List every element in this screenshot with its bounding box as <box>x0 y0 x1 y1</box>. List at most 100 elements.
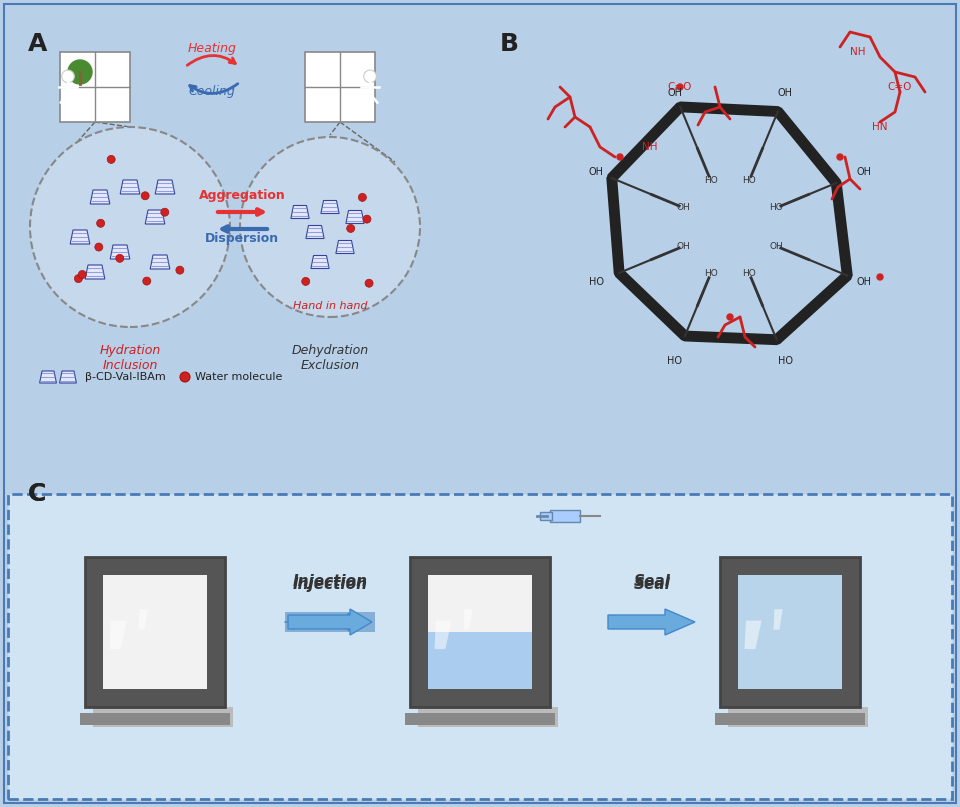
Polygon shape <box>156 180 175 194</box>
FancyBboxPatch shape <box>103 575 207 689</box>
Text: Seal: Seal <box>634 574 670 589</box>
Circle shape <box>97 220 105 228</box>
Polygon shape <box>346 211 364 224</box>
Circle shape <box>301 278 310 286</box>
Text: OH: OH <box>667 88 682 98</box>
FancyBboxPatch shape <box>85 557 225 707</box>
Text: Aggregation: Aggregation <box>199 189 285 202</box>
Text: OH: OH <box>677 203 690 212</box>
Text: Water molecule: Water molecule <box>195 372 282 382</box>
Text: Dehydration
Exclusion: Dehydration Exclusion <box>292 344 369 372</box>
Text: NH: NH <box>642 142 658 152</box>
Text: OH: OH <box>588 166 604 177</box>
FancyArrowPatch shape <box>291 615 366 629</box>
FancyBboxPatch shape <box>715 713 865 725</box>
Text: NH: NH <box>851 47 866 57</box>
Circle shape <box>365 279 373 287</box>
Polygon shape <box>39 371 57 383</box>
Circle shape <box>143 277 151 285</box>
Text: HO: HO <box>588 278 604 287</box>
Polygon shape <box>120 180 140 194</box>
Circle shape <box>358 194 367 202</box>
Polygon shape <box>464 609 472 629</box>
Text: β-CD-Val-IBAm: β-CD-Val-IBAm <box>85 372 166 382</box>
Polygon shape <box>321 200 339 214</box>
Text: Dispersion: Dispersion <box>204 232 279 245</box>
Text: OH: OH <box>677 241 690 251</box>
Polygon shape <box>608 609 695 635</box>
Circle shape <box>180 372 190 382</box>
Text: OH: OH <box>778 88 793 98</box>
Polygon shape <box>60 371 77 383</box>
Text: OH: OH <box>856 278 872 287</box>
Circle shape <box>363 215 371 223</box>
FancyBboxPatch shape <box>8 494 952 799</box>
Text: C=O: C=O <box>888 82 912 92</box>
FancyBboxPatch shape <box>285 612 375 632</box>
Polygon shape <box>291 206 309 219</box>
Circle shape <box>30 127 230 327</box>
Text: Injection: Injection <box>293 574 368 589</box>
FancyBboxPatch shape <box>410 557 550 707</box>
Polygon shape <box>70 230 90 244</box>
Polygon shape <box>336 240 354 253</box>
Circle shape <box>240 137 420 317</box>
Polygon shape <box>288 609 372 635</box>
FancyBboxPatch shape <box>8 10 952 487</box>
Text: C: C <box>28 482 46 506</box>
FancyBboxPatch shape <box>550 510 580 522</box>
FancyBboxPatch shape <box>540 512 552 520</box>
Polygon shape <box>110 245 130 259</box>
Text: Hydration
Inclusion: Hydration Inclusion <box>100 344 160 372</box>
Text: C: C <box>28 482 46 506</box>
Text: Cooling: Cooling <box>188 85 235 98</box>
Circle shape <box>364 70 376 82</box>
Polygon shape <box>774 609 782 629</box>
Polygon shape <box>744 621 761 649</box>
Text: HO: HO <box>742 269 756 278</box>
Text: HN: HN <box>873 122 888 132</box>
FancyBboxPatch shape <box>93 707 233 727</box>
Polygon shape <box>435 621 451 649</box>
Text: Injection: Injection <box>293 577 368 592</box>
Circle shape <box>347 224 354 232</box>
Circle shape <box>68 60 92 84</box>
FancyBboxPatch shape <box>728 707 868 727</box>
Text: A: A <box>28 32 47 56</box>
Text: HO: HO <box>778 356 793 366</box>
Circle shape <box>108 156 115 163</box>
Circle shape <box>61 70 74 82</box>
Text: Hand in hand: Hand in hand <box>293 301 368 311</box>
Circle shape <box>677 84 683 90</box>
Circle shape <box>75 274 83 282</box>
Text: HO: HO <box>769 203 783 212</box>
Circle shape <box>617 154 623 160</box>
Polygon shape <box>85 265 105 279</box>
Text: Heating: Heating <box>187 42 236 55</box>
Polygon shape <box>306 225 324 239</box>
Polygon shape <box>109 621 127 649</box>
Polygon shape <box>311 256 329 269</box>
Polygon shape <box>90 190 109 204</box>
FancyBboxPatch shape <box>738 575 842 689</box>
FancyBboxPatch shape <box>428 632 532 689</box>
FancyBboxPatch shape <box>80 713 230 725</box>
Circle shape <box>877 274 883 280</box>
FancyBboxPatch shape <box>720 557 860 707</box>
Text: OH: OH <box>769 241 783 251</box>
Circle shape <box>141 192 149 200</box>
Polygon shape <box>145 210 165 224</box>
Text: B: B <box>500 32 519 56</box>
Circle shape <box>727 314 733 320</box>
FancyBboxPatch shape <box>405 713 555 725</box>
Text: OH: OH <box>856 166 872 177</box>
Text: HO: HO <box>704 176 718 186</box>
Circle shape <box>95 243 103 251</box>
Text: C=O: C=O <box>668 82 692 92</box>
FancyBboxPatch shape <box>418 707 558 727</box>
Circle shape <box>176 266 184 274</box>
Text: HO: HO <box>667 356 682 366</box>
FancyArrowPatch shape <box>612 615 689 629</box>
Text: HO: HO <box>742 176 756 186</box>
Polygon shape <box>138 609 148 629</box>
